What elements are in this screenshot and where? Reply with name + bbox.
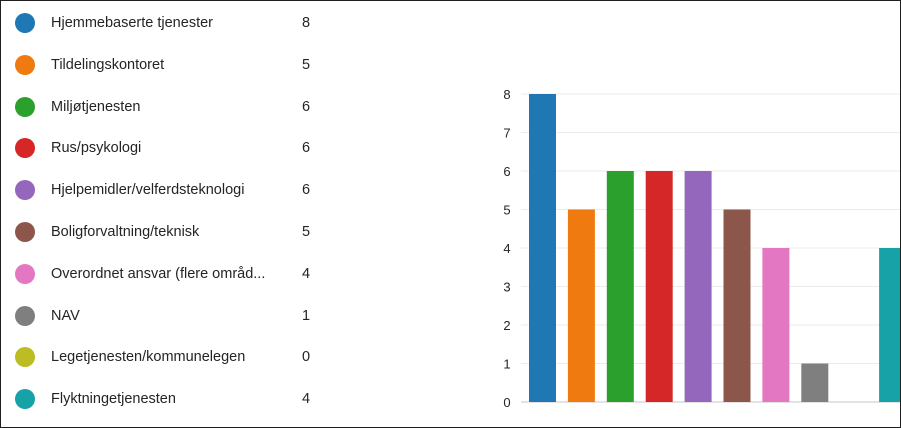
- legend-item[interactable]: Hjemmebaserte tjenester 8: [15, 13, 315, 33]
- legend-color-swatch: [15, 96, 35, 117]
- legend-count: 5: [302, 224, 311, 240]
- legend-label: Boligforvaltning/teknisk: [51, 224, 200, 240]
- y-tick-label: 4: [503, 241, 510, 256]
- y-tick-label: 8: [503, 87, 510, 102]
- legend-item[interactable]: NAV 1: [15, 305, 315, 326]
- legend-color-swatch: [15, 347, 35, 368]
- legend-item[interactable]: Miljøtjenesten 6: [15, 96, 315, 117]
- y-tick-label: 7: [503, 126, 510, 141]
- y-tick-label: 6: [503, 164, 510, 179]
- bar[interactable]: [723, 209, 751, 403]
- legend-item[interactable]: Rus/psykologi 6: [15, 138, 315, 159]
- y-tick-label: 5: [503, 203, 510, 218]
- legend-label: Miljøtjenesten: [51, 98, 141, 115]
- legend-item[interactable]: Boligforvaltning/teknisk 5: [15, 222, 315, 242]
- bar[interactable]: [684, 171, 712, 402]
- legend-color-swatch: [15, 389, 35, 410]
- bar[interactable]: [879, 248, 900, 402]
- legend-count: 1: [302, 307, 311, 324]
- legend-color-swatch: [15, 13, 35, 33]
- legend-color-swatch: [15, 263, 35, 284]
- legend-label: NAV: [51, 307, 80, 324]
- legend-label: Flyktningetjenesten: [51, 391, 176, 408]
- legend-count: 0: [302, 349, 311, 366]
- bar[interactable]: [606, 171, 634, 402]
- legend-item[interactable]: Legetjenesten/kommunelegen 0: [15, 347, 315, 368]
- legend-color-swatch: [15, 222, 35, 242]
- legend-count: 4: [302, 391, 311, 408]
- legend-item[interactable]: Overordnet ansvar (flere områd... 4: [15, 263, 315, 284]
- y-tick-label: 1: [503, 357, 510, 372]
- legend-color-swatch: [15, 305, 35, 326]
- legend-color-swatch: [15, 54, 35, 75]
- legend-label: Legetjenesten/kommunelegen: [51, 349, 246, 366]
- bar[interactable]: [567, 209, 595, 403]
- legend-count: 6: [302, 98, 311, 115]
- legend-count: 4: [302, 265, 311, 282]
- legend-count: 6: [302, 182, 311, 199]
- legend-label: Tildelingskontoret: [51, 56, 165, 73]
- legend-color-swatch: [15, 138, 35, 159]
- bar[interactable]: [529, 94, 556, 402]
- legend-item[interactable]: Tildelingskontoret 5: [15, 54, 315, 75]
- legend-label: Rus/psykologi: [51, 140, 142, 157]
- legend-item[interactable]: Hjelpemidler/velferdsteknologi 6: [15, 180, 315, 201]
- bar[interactable]: [645, 171, 673, 402]
- legend-color-swatch: [15, 180, 35, 201]
- y-tick-label: 3: [503, 280, 510, 295]
- legend-count: 5: [302, 56, 311, 73]
- y-tick-label: 0: [503, 395, 510, 410]
- legend-count: 8: [302, 15, 311, 31]
- legend-label: Hjemmebaserte tjenester: [51, 15, 213, 31]
- bar[interactable]: [801, 363, 829, 403]
- legend-item[interactable]: Flyktningetjenesten 4: [15, 389, 315, 410]
- bar[interactable]: [762, 248, 790, 402]
- legend-label: Hjelpemidler/velferdsteknologi: [51, 182, 245, 199]
- legend-count: 6: [302, 140, 311, 157]
- legend-label: Overordnet ansvar (flere områd...: [51, 265, 266, 282]
- y-tick-label: 2: [503, 318, 510, 333]
